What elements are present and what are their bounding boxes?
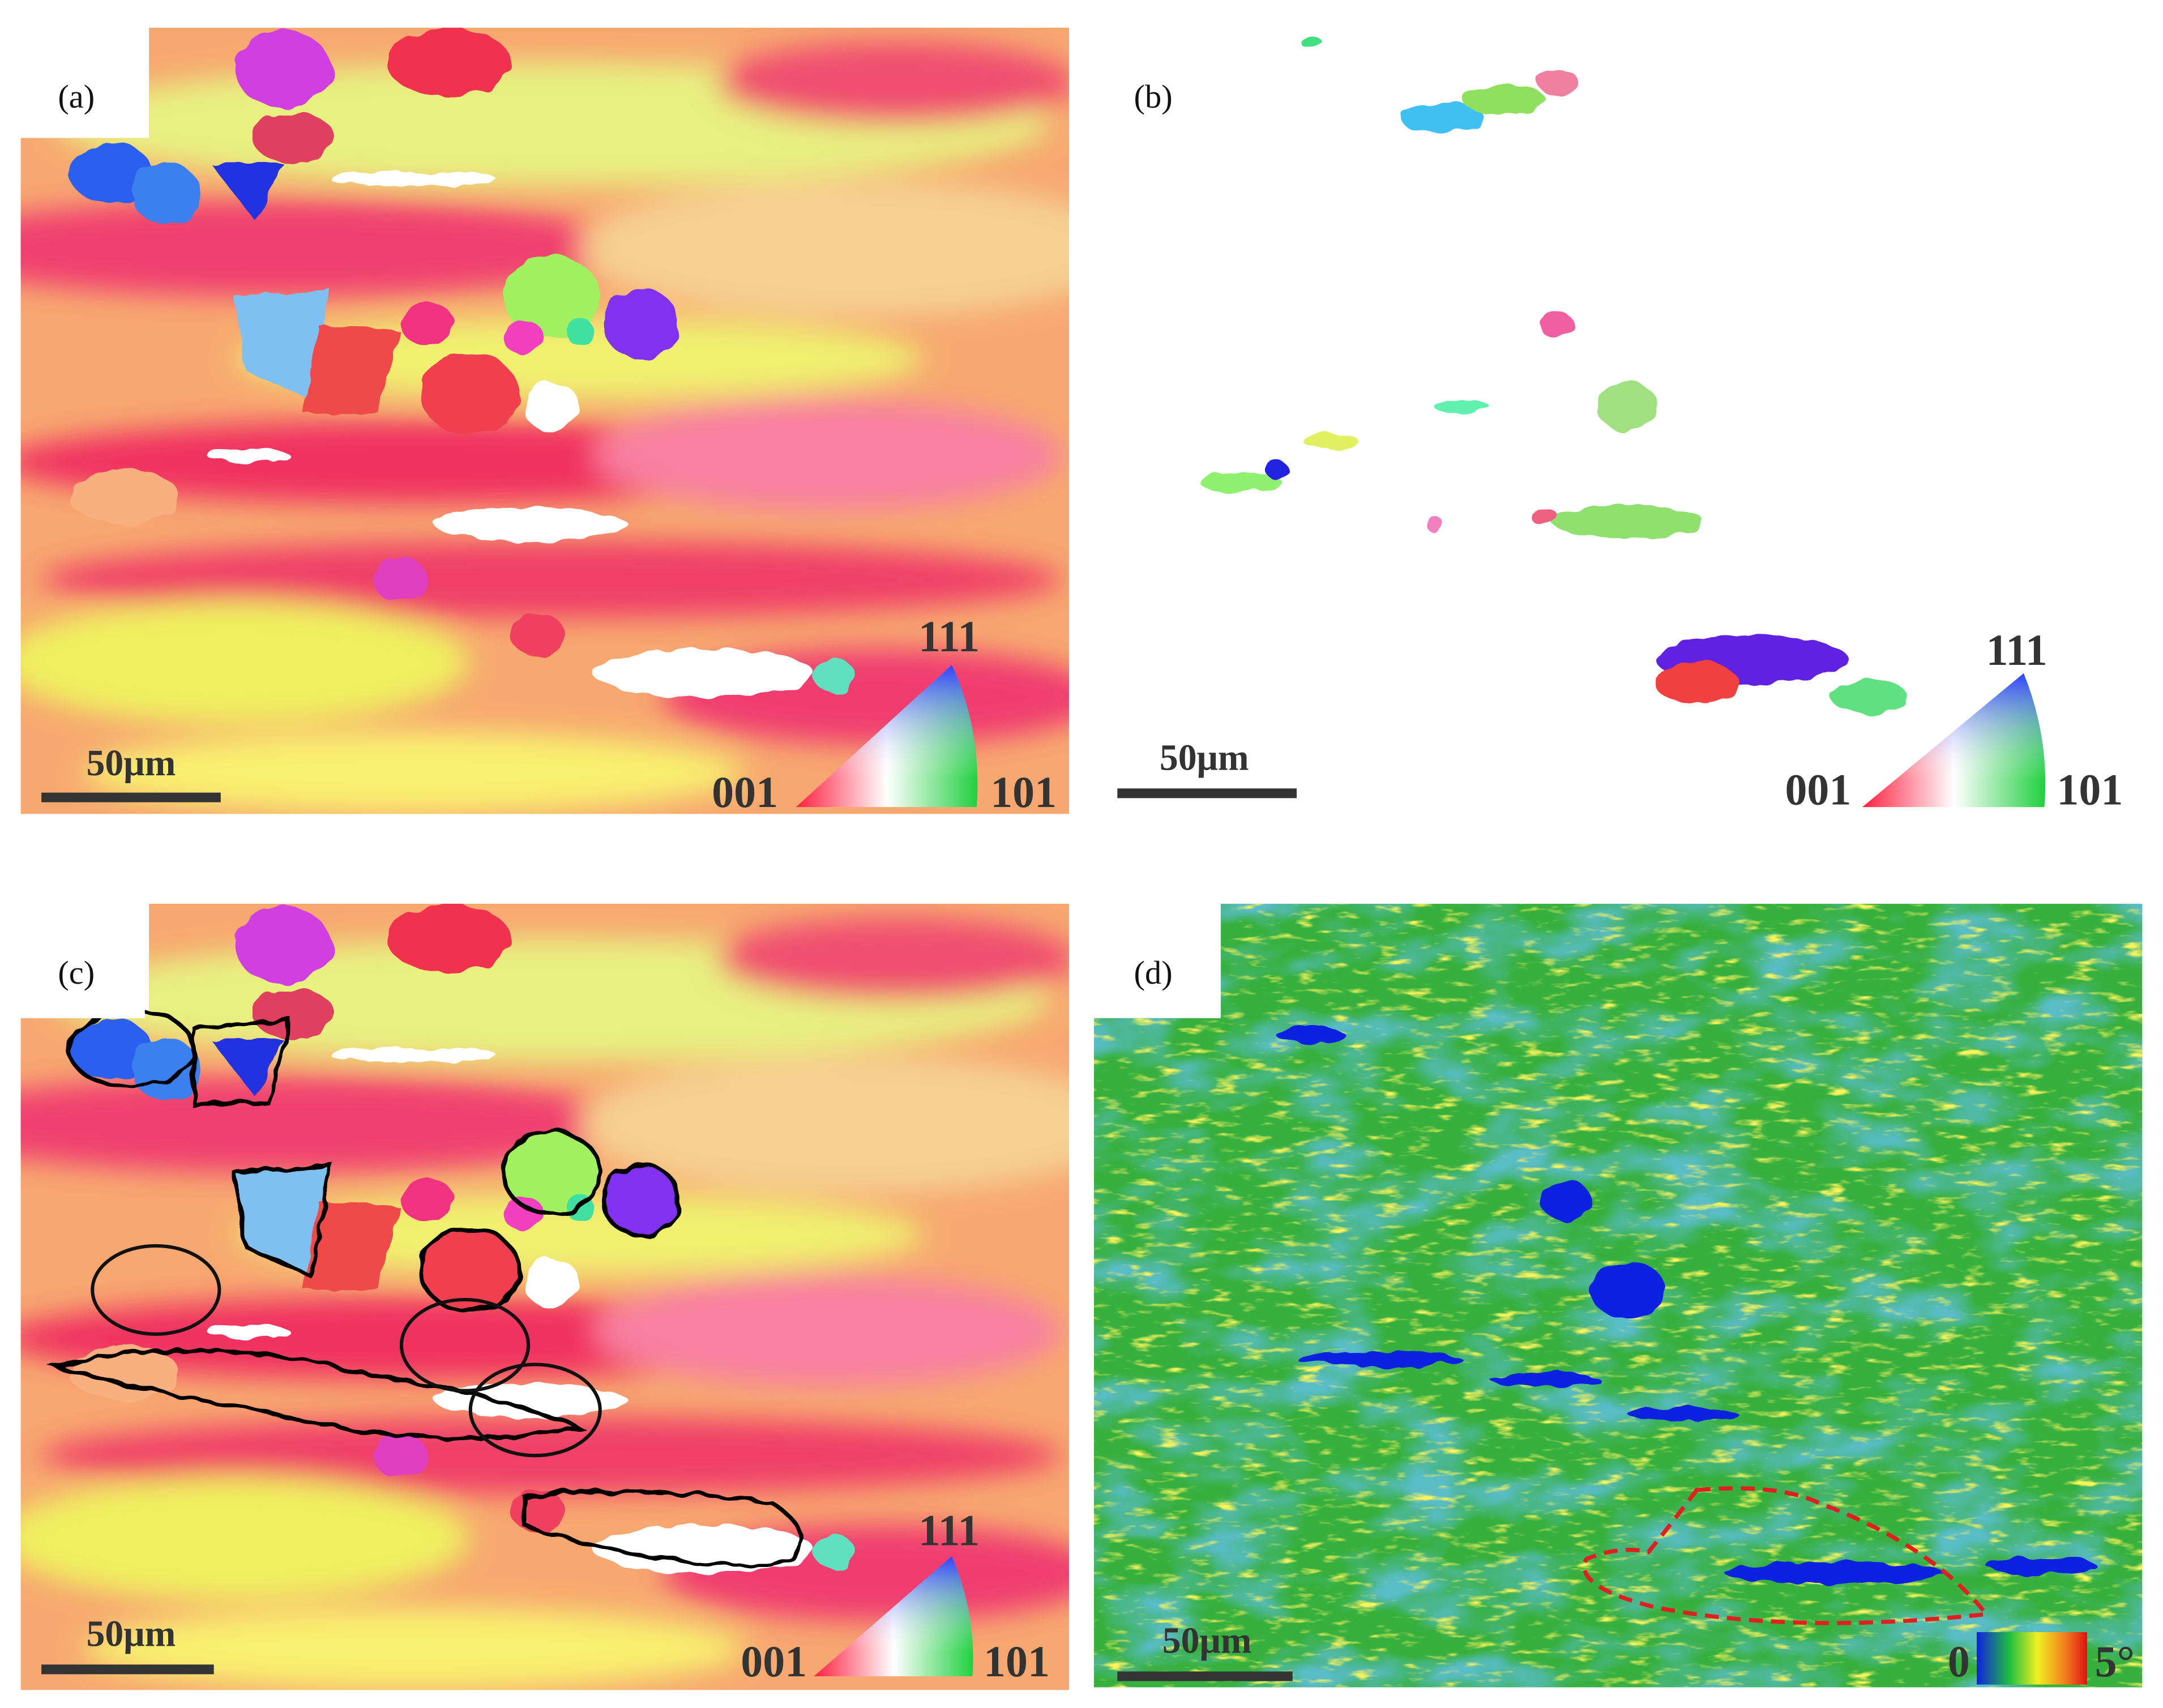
key-label: 001 — [741, 1637, 807, 1686]
scale-label: 50μm — [1162, 1620, 1252, 1662]
key-label: 111 — [918, 1506, 980, 1555]
key-label: 0 — [1948, 1637, 1970, 1686]
panel-b: (b) 50μm 001 101 111 — [1117, 36, 2123, 814]
kam-map — [1093, 903, 2143, 1688]
panel-a: (a) 50μm 001 101 111 — [0, 28, 1131, 817]
ipf-key: 001 101 111 — [712, 612, 1057, 817]
key-label: 111 — [918, 612, 980, 661]
ipf-key: 001 101 111 — [741, 1506, 1050, 1686]
key-label: 101 — [984, 1637, 1050, 1686]
panel-c: (c) 50μm 001 101 111 — [0, 903, 1131, 1690]
ipf-map — [0, 904, 1131, 1690]
highlight-circles — [91, 1244, 602, 1458]
color-key: 0 5° — [1948, 1632, 2135, 1686]
key-label: 001 — [1785, 765, 1851, 814]
key-label: 101 — [2057, 765, 2123, 814]
panel-label: (d) — [1134, 954, 1173, 991]
scale-label: 50μm — [87, 1613, 176, 1654]
key-label: 101 — [990, 768, 1057, 817]
key-label: 5° — [2095, 1637, 2135, 1686]
panel-label: (a) — [58, 78, 95, 115]
ipf-key: 001 101 111 — [1785, 626, 2123, 814]
key-label: 111 — [1986, 626, 2047, 674]
ipf-map — [1200, 36, 1908, 714]
panel-d: (d) 50μm 0 5° — [1093, 903, 2143, 1688]
scale-label: 50μm — [1160, 737, 1249, 778]
panel-label: (b) — [1134, 78, 1173, 115]
scale-label: 50μm — [87, 742, 176, 784]
key-label: 001 — [712, 768, 778, 817]
panel-label: (c) — [58, 954, 95, 991]
